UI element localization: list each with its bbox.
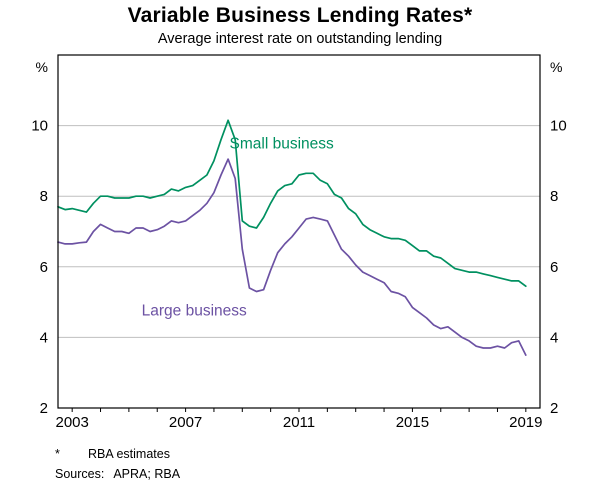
y-axis-label-left: 4 bbox=[40, 329, 48, 346]
sources-line: Sources: APRA; RBA bbox=[55, 464, 180, 484]
y-axis-unit-right: % bbox=[550, 59, 562, 75]
y-axis-label-left: 2 bbox=[40, 400, 48, 417]
y-axis-label-right: 8 bbox=[550, 188, 558, 205]
series-line-large-business bbox=[57, 158, 527, 356]
y-axis-label-right: 2 bbox=[550, 400, 558, 417]
x-axis-label: 2007 bbox=[169, 414, 202, 431]
sources-text: APRA; RBA bbox=[113, 467, 181, 481]
sources-label: Sources: bbox=[55, 467, 105, 481]
footnote-text: RBA estimates bbox=[88, 447, 170, 461]
y-axis-label-right: 10 bbox=[550, 118, 567, 135]
chart-subtitle: Average interest rate on outstanding len… bbox=[157, 31, 443, 47]
series-line-small-business bbox=[57, 119, 527, 288]
x-axis-label: 2003 bbox=[55, 414, 88, 431]
y-axis-label-right: 4 bbox=[550, 329, 558, 346]
x-axis-label: 2019 bbox=[509, 414, 542, 431]
y-axis-unit-left: % bbox=[36, 59, 48, 75]
x-axis-label: 2015 bbox=[396, 414, 429, 431]
series-label-small-business: Small business bbox=[230, 136, 334, 153]
y-axis-label-left: 10 bbox=[31, 118, 48, 135]
footnote-line: * RBA estimates bbox=[55, 444, 180, 464]
x-axis-label: 2011 bbox=[283, 414, 315, 431]
chart-title: Variable Business Lending Rates* bbox=[127, 4, 473, 27]
footnote-marker: * bbox=[55, 447, 60, 461]
y-axis-label-left: 8 bbox=[40, 188, 48, 205]
chart-footnotes: * RBA estimates Sources: APRA; RBA bbox=[55, 444, 180, 484]
plot-frame bbox=[57, 54, 541, 409]
y-axis-label-left: 6 bbox=[40, 259, 48, 276]
series-label-large-business: Large business bbox=[142, 303, 247, 320]
y-axis-label-right: 6 bbox=[550, 259, 558, 276]
